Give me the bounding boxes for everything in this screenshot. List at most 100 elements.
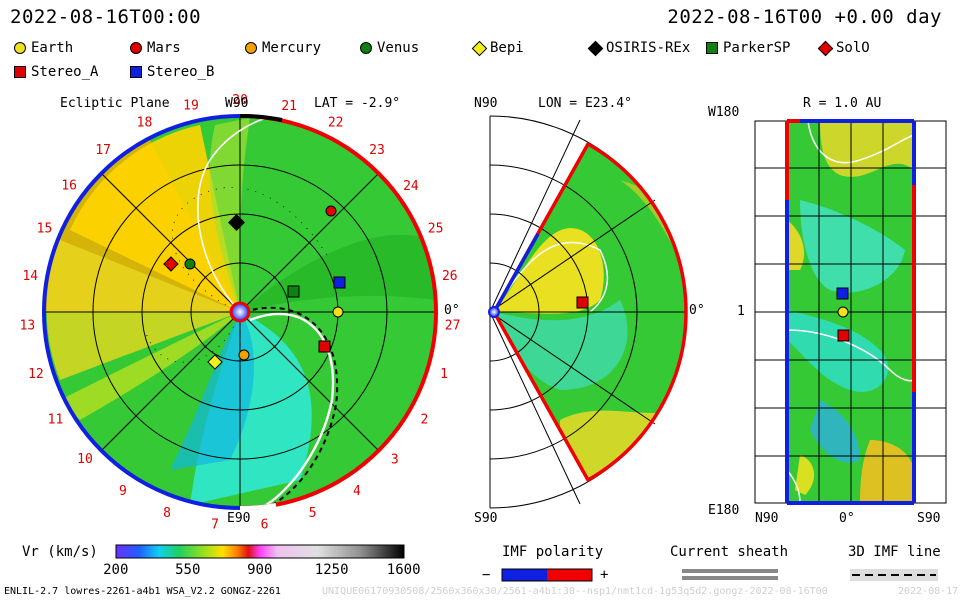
radial-earth-marker	[837, 306, 849, 318]
colorbar-tick-label: 550	[175, 562, 201, 578]
ecliptic-title: Ecliptic Plane	[60, 96, 170, 111]
radial-r-label: R = 1.0 AU	[803, 96, 882, 111]
legend-item-label: Earth	[31, 40, 74, 56]
rotation-number: 23	[369, 143, 385, 158]
radial-bottom-label: E180	[708, 503, 740, 518]
imf-line-swatch	[850, 569, 938, 581]
circle-marker-icon	[14, 42, 26, 54]
imf-polarity-bar	[501, 568, 593, 582]
meridional-bottom-label: S90	[474, 511, 498, 526]
stereo-a-marker	[318, 340, 331, 353]
rotation-number: 7	[211, 518, 219, 533]
radial-x-mid: 0°	[839, 511, 855, 526]
rotation-number: 18	[137, 116, 153, 131]
rotation-number: 26	[442, 269, 458, 284]
carrington-numbers: 19 20 212223242526271234567891011121314151…	[20, 93, 461, 533]
circle-marker-icon	[360, 42, 372, 54]
legend-item-label: SolO	[836, 40, 870, 56]
ecliptic-panel: 19 20 212223242526271234567891011121314151…	[20, 93, 461, 533]
square-marker-icon	[130, 66, 142, 78]
rotation-number: 22	[328, 116, 344, 131]
rotation-number: 1	[440, 367, 448, 382]
rotation-number: 5	[309, 506, 317, 521]
imf-minus-label: −	[482, 567, 491, 583]
legend-item: Mercury	[245, 40, 321, 56]
rotation-number: 19	[183, 99, 199, 114]
mars-marker	[325, 205, 337, 217]
footer-date: 2022-08-17	[898, 586, 958, 597]
current-sheath-swatch	[682, 569, 778, 580]
current-sheath-title: Current sheath	[670, 544, 789, 560]
mercury-marker	[238, 349, 250, 361]
radial-panel	[754, 119, 947, 505]
circle-marker-icon	[245, 42, 257, 54]
radial-x-left: N90	[755, 511, 779, 526]
radial-stereo-a-marker	[837, 329, 850, 342]
rotation-number: 8	[163, 506, 171, 521]
rotation-number: 10	[77, 452, 93, 467]
rotation-number: 9	[119, 484, 127, 499]
imf-line-title: 3D IMF line	[848, 544, 941, 560]
colorbar-tick-label: 900	[247, 562, 273, 578]
ecliptic-lat-label: LAT = -2.9°	[314, 96, 401, 111]
meridional-right-label: 0°	[689, 303, 705, 318]
solo-marker	[163, 256, 179, 272]
rotation-number: 2	[420, 413, 428, 428]
square-marker-icon	[14, 66, 26, 78]
ecliptic-right-label: 0°	[444, 303, 460, 318]
colorbar-tick-label: 1600	[386, 562, 421, 578]
rotation-number: 4	[353, 484, 361, 499]
legend-item: Earth	[14, 40, 73, 56]
rotation-number: 17	[95, 143, 111, 158]
bepi-marker	[207, 354, 223, 370]
rotation-number: 14	[22, 269, 38, 284]
legend-item: ParkerSP	[706, 40, 790, 56]
imf-plus-label: +	[600, 567, 609, 583]
legend-item: Mars	[130, 40, 181, 56]
stereo-b-marker	[333, 276, 346, 289]
ecliptic-bottom-label: E90	[227, 511, 251, 526]
venus-marker	[184, 258, 196, 270]
legend-item: Stereo_A	[14, 64, 98, 80]
meridional-panel	[488, 115, 688, 509]
legend-item-label: Mars	[147, 40, 181, 56]
radial-x-right: S90	[917, 511, 941, 526]
legend-item: Venus	[360, 40, 419, 56]
rotation-number: 6	[261, 518, 269, 533]
legend-item-label: Bepi	[490, 40, 524, 56]
ecliptic-top-label: W90	[225, 96, 249, 111]
rotation-number: 3	[391, 452, 399, 467]
legend-item-label: Venus	[377, 40, 420, 56]
radial-top-label: W180	[708, 105, 740, 120]
velocity-colorbar	[115, 544, 405, 559]
radial-left-tick: 1	[737, 304, 745, 319]
circle-marker-icon	[130, 42, 142, 54]
rotation-number: 12	[28, 367, 44, 382]
imf-polarity-title: IMF polarity	[502, 544, 604, 560]
radial-stereo-b-marker	[836, 287, 849, 300]
rotation-number: 20	[232, 93, 248, 108]
elapsed-label: 2022-08-16T00 +0.00 day	[667, 6, 942, 28]
datetime-label: 2022-08-16T00:00	[10, 6, 202, 28]
parker-sp-marker	[287, 285, 300, 298]
legend-item: Bepi	[471, 40, 524, 56]
square-marker-icon	[706, 42, 718, 54]
legend-item-label: Stereo_B	[147, 64, 215, 80]
footer-watermark: UNIQUE06170930508/2560x360x30/2561-a4b1:…	[322, 586, 828, 597]
rotation-number: 13	[20, 318, 36, 333]
rotation-number: 27	[445, 319, 461, 334]
rotation-number: 15	[37, 222, 53, 237]
colorbar-title: Vr (km/s)	[22, 544, 98, 560]
legend-item: SolO	[817, 40, 870, 56]
ecliptic-bodies	[163, 205, 346, 370]
rotation-number: 25	[428, 222, 444, 237]
rotation-number: 16	[61, 179, 77, 194]
footer-model-info: ENLIL-2.7 lowres-2261-a4b1 WSA_V2.2 GONG…	[4, 586, 281, 597]
legend-item-label: Stereo_A	[31, 64, 99, 80]
osiris-rex-marker	[228, 214, 245, 231]
earth-marker	[332, 306, 344, 318]
legend-item: Stereo_B	[130, 64, 214, 80]
rotation-number: 24	[403, 179, 419, 194]
meridional-top-label: N90	[474, 96, 498, 111]
meridional-stereo-a-marker	[576, 296, 589, 309]
